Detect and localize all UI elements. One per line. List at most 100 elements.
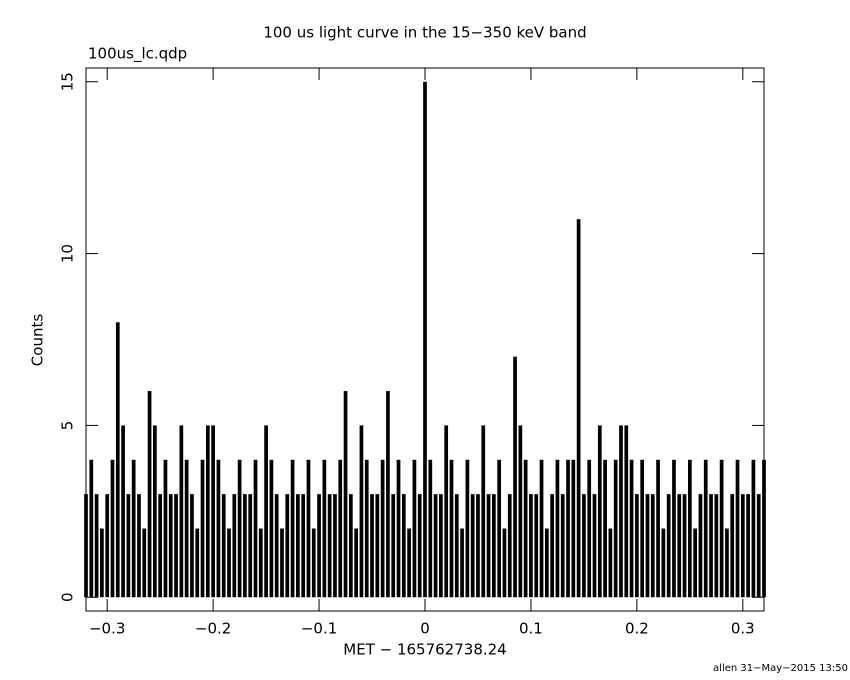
x-tick-label: −0.3 xyxy=(89,620,125,638)
x-tick-label: 0 xyxy=(420,620,430,638)
spike xyxy=(597,425,602,598)
spike xyxy=(221,494,226,598)
spike xyxy=(582,494,586,598)
spike xyxy=(709,494,713,598)
spike xyxy=(343,391,348,598)
x-tick-label: −0.1 xyxy=(301,620,337,638)
spike xyxy=(121,425,125,598)
spike xyxy=(126,494,131,598)
spike xyxy=(592,494,597,598)
spike xyxy=(460,528,464,598)
spike xyxy=(454,494,459,598)
spike xyxy=(746,494,750,598)
spike xyxy=(370,494,374,598)
spike xyxy=(672,459,676,598)
spike xyxy=(534,494,539,598)
spike xyxy=(327,494,332,598)
spike xyxy=(433,494,438,598)
spike xyxy=(703,459,708,598)
spike xyxy=(248,494,253,598)
spike xyxy=(232,494,237,598)
spike xyxy=(645,494,650,598)
spike xyxy=(348,494,353,598)
spike xyxy=(735,459,740,598)
spike xyxy=(640,459,645,598)
spike xyxy=(401,494,406,598)
spike xyxy=(751,459,756,598)
spike xyxy=(205,425,210,598)
spike xyxy=(550,494,554,598)
spike xyxy=(417,494,422,598)
spike xyxy=(333,494,337,598)
spike xyxy=(608,528,613,598)
spike xyxy=(163,459,168,598)
spike xyxy=(539,459,544,598)
spike xyxy=(725,528,729,598)
spike xyxy=(613,459,618,598)
spike xyxy=(227,528,231,598)
x-tick-label: 0.3 xyxy=(731,620,755,638)
spike xyxy=(211,425,215,598)
spike xyxy=(677,494,682,598)
spike xyxy=(184,459,189,598)
y-tick-label: 5 xyxy=(59,421,77,431)
spike xyxy=(89,459,94,598)
spike xyxy=(762,459,766,598)
spike xyxy=(153,425,157,598)
spike xyxy=(687,459,692,598)
footer: allen 31−May−2015 13:50 xyxy=(713,663,848,674)
x-tick-label: −0.2 xyxy=(195,620,231,638)
spike xyxy=(624,425,629,598)
spike xyxy=(428,459,433,598)
spike xyxy=(486,494,491,598)
y-tick-label: 15 xyxy=(59,72,77,91)
spike xyxy=(481,425,486,598)
spike xyxy=(115,322,120,598)
spike xyxy=(391,494,396,598)
spike xyxy=(523,459,528,598)
spike xyxy=(529,494,533,598)
y-axis-label: Counts xyxy=(29,314,47,367)
x-axis-label: MET − 165762738.24 xyxy=(343,641,506,659)
spike xyxy=(518,425,523,598)
spike xyxy=(84,494,88,598)
chart-subtitle: 100us_lc.qdp xyxy=(88,45,187,64)
spike xyxy=(698,494,703,598)
spike xyxy=(311,528,316,598)
spike xyxy=(296,494,300,598)
spike xyxy=(439,494,443,598)
spike xyxy=(354,528,358,598)
spike xyxy=(105,494,110,598)
spike xyxy=(168,494,173,598)
spike xyxy=(661,528,666,598)
spike xyxy=(100,528,104,598)
spike xyxy=(200,459,205,598)
spike xyxy=(179,425,184,598)
spike xyxy=(412,459,417,598)
spike xyxy=(603,459,607,598)
spike xyxy=(513,356,517,598)
spike xyxy=(560,494,565,598)
spike xyxy=(380,459,385,598)
spike xyxy=(338,459,343,598)
spike xyxy=(131,459,136,598)
x-tick-label: 0.1 xyxy=(519,620,543,638)
spike xyxy=(740,494,745,598)
spike xyxy=(396,459,401,598)
spike xyxy=(110,459,115,598)
spike xyxy=(423,81,427,598)
y-tick-label: 10 xyxy=(59,244,77,263)
spike xyxy=(322,459,327,598)
spike xyxy=(253,459,258,598)
spike xyxy=(142,528,147,598)
spike xyxy=(476,494,480,598)
spike xyxy=(407,528,411,598)
spike xyxy=(280,528,284,598)
spike xyxy=(629,459,634,598)
spike xyxy=(682,494,687,598)
spike xyxy=(587,459,592,598)
spike xyxy=(492,494,496,598)
spike xyxy=(290,459,295,598)
